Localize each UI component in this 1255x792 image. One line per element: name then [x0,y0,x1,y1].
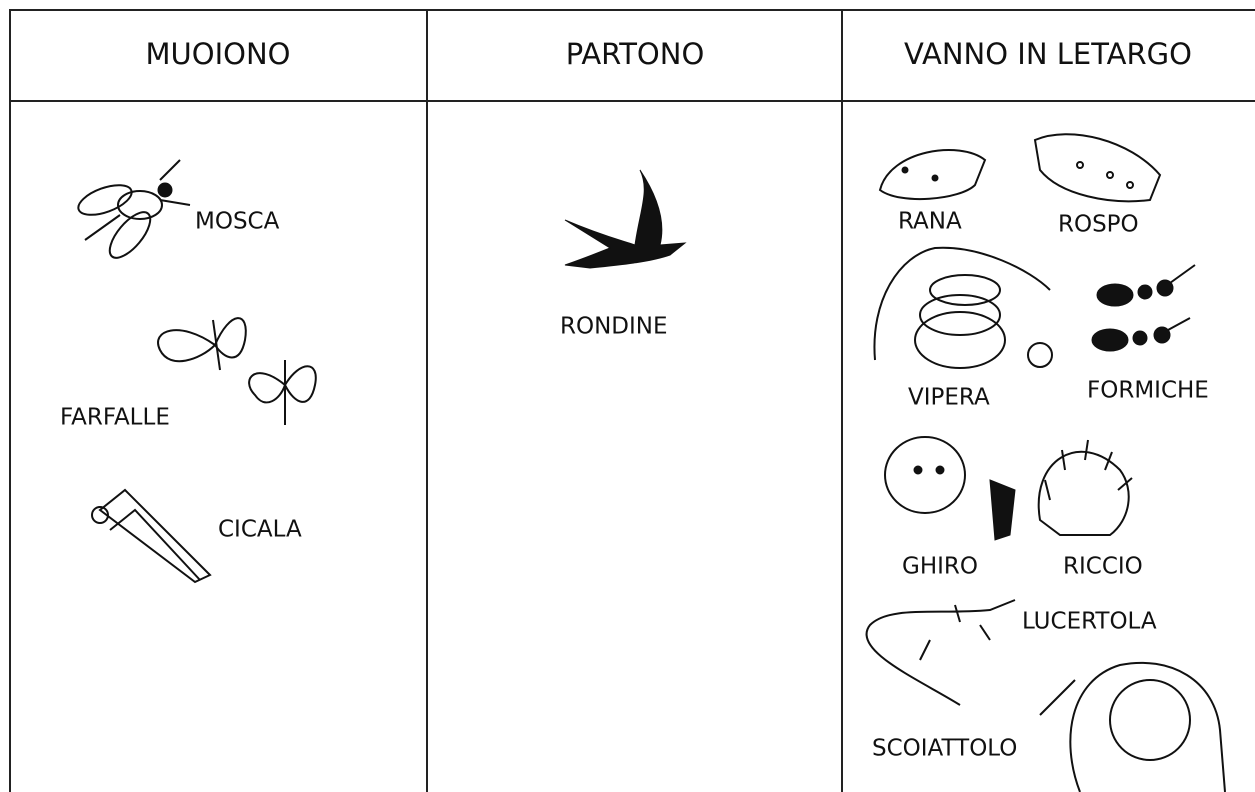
animal-label: RICCIO [1063,554,1143,580]
ants-illustration [1091,264,1196,352]
animal-label: SCOIATTOLO [872,736,1017,762]
animal-label: VIPERA [908,385,990,411]
animal-label: CICALA [218,517,302,543]
squirrel-illustration [1039,661,1226,792]
viper-illustration [873,246,1053,369]
animal-label: FARFALLE [60,405,170,431]
lizard-illustration [865,599,1016,706]
animal-label: RONDINE [560,314,668,340]
hedgehog-illustration [1037,439,1133,536]
animal-label: LUCERTOLA [1022,609,1157,635]
animal-label: FORMICHE [1087,378,1209,404]
table-grid [9,9,1255,792]
frog-illustration [878,149,987,200]
fly-illustration [77,159,191,259]
animal-label: RANA [898,209,962,235]
animal-label: ROSPO [1058,212,1139,238]
column-header: MUOIONO [146,37,291,71]
dormouse-illustration [884,436,1016,541]
column-header: VANNO IN LETARGO [904,37,1192,71]
animal-label: GHIRO [902,554,978,580]
toad-illustration [1033,133,1162,203]
swallow-illustration [564,169,687,269]
animal-label: MOSCA [195,209,280,235]
cicada-illustration [91,488,212,584]
column-header: PARTONO [566,37,705,71]
butterflies-illustration [157,317,317,425]
